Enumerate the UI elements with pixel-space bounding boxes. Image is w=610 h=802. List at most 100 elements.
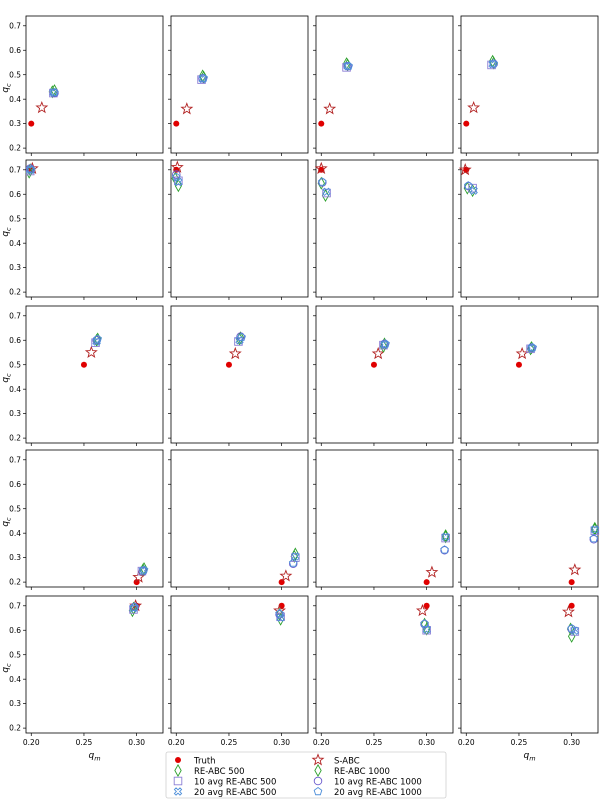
legend-marker-sabc <box>311 753 325 766</box>
legend-label: RE-ABC 500 <box>194 767 245 777</box>
y-tick-label: 0.5 <box>9 504 21 513</box>
y-tick-label: 0.6 <box>9 336 21 345</box>
point-truth <box>568 579 575 586</box>
y-tick-label: 0.7 <box>9 311 21 320</box>
point-avg20-500 <box>322 187 331 197</box>
legend-box <box>165 751 447 799</box>
legend-label: 20 avg RE-ABC 500 <box>194 788 276 798</box>
point-avg20-500 <box>469 186 478 195</box>
x-tick-label: 0.20 <box>458 738 475 747</box>
y-tick-label: 0.7 <box>9 455 21 464</box>
point-truth <box>568 602 575 609</box>
point-sabc <box>458 163 472 176</box>
legend-marker-avg20-1000 <box>313 786 323 796</box>
y-tick-label: 0.4 <box>9 95 21 104</box>
y-tick-label: 0.3 <box>9 409 21 418</box>
point-truth <box>370 361 377 368</box>
x-tick-label: 0.25 <box>221 738 238 747</box>
point-avg10-1000 <box>464 181 473 191</box>
point-avg20-500 <box>291 552 300 561</box>
point-avg20-1000 <box>26 165 36 174</box>
panel-frame <box>315 305 454 444</box>
y-tick-label: 0.4 <box>9 675 21 684</box>
y-tick-label: 0.7 <box>9 21 21 30</box>
legend-marker-re500 <box>174 763 182 778</box>
x-tick-label: 0.20 <box>168 738 185 747</box>
point-truth <box>463 120 470 127</box>
point-avg20-1000 <box>275 609 284 618</box>
point-avg20-1000 <box>464 181 473 190</box>
y-axis-label: qc <box>1 373 13 383</box>
panel-frame <box>315 595 454 734</box>
y-tick-label: 0.5 <box>9 70 21 79</box>
panel-r3-c1: 0.2 0.3 0.4 0.5 0.6 0.7 qc <box>1 305 164 446</box>
point-re500 <box>174 179 183 193</box>
point-avg10-1000 <box>318 178 327 187</box>
point-sabc <box>279 569 293 582</box>
point-truth <box>133 579 140 586</box>
x-tick-label: 0.20 <box>23 738 40 747</box>
point-avg10-500 <box>590 526 600 535</box>
point-sabc <box>562 605 575 618</box>
panel-frame <box>460 305 599 444</box>
panel-r2-c3 <box>313 159 454 300</box>
point-sabc <box>467 100 481 114</box>
panel-frame <box>460 15 599 154</box>
point-sabc <box>415 603 429 617</box>
panel-frame <box>25 15 164 154</box>
y-tick-label: 0.5 <box>9 650 21 659</box>
point-avg20-1000 <box>567 623 576 633</box>
x-tick-label: 0.30 <box>563 738 580 747</box>
y-tick-label: 0.2 <box>9 434 21 443</box>
point-avg10-1000 <box>25 164 35 173</box>
point-avg20-500 <box>276 613 285 622</box>
point-avg20-1000 <box>237 332 246 341</box>
point-sabc <box>371 346 385 360</box>
panel-frame <box>170 595 309 734</box>
x-axis-label: qm <box>523 751 535 763</box>
legend-marker-truth <box>175 757 181 763</box>
point-truth <box>423 602 430 609</box>
panel-r3-c4 <box>458 305 599 446</box>
y-axis-label: qc <box>1 517 13 527</box>
point-avg10-500 <box>441 533 450 543</box>
point-avg20-1000 <box>93 334 102 343</box>
legend-label: S-ABC <box>334 757 360 767</box>
panel-frame <box>170 15 309 154</box>
point-sabc <box>515 346 529 360</box>
y-tick-label: 0.7 <box>9 601 21 610</box>
y-tick-label: 0.2 <box>9 288 21 297</box>
legend-label: 20 avg RE-ABC 1000 <box>334 788 422 798</box>
panel-frame <box>170 305 309 444</box>
panel-r1-c1: 0.2 0.3 0.4 0.5 0.6 0.7 qc <box>1 15 164 156</box>
point-truth <box>318 166 325 173</box>
point-re500 <box>567 629 576 643</box>
point-avg20-1000 <box>130 602 139 611</box>
panel-r4-c4 <box>458 449 600 590</box>
point-avg10-1000 <box>527 343 536 352</box>
point-avg10-500 <box>291 553 300 562</box>
y-axis-label: qc <box>1 83 13 93</box>
point-avg10-1000 <box>589 535 599 544</box>
point-sabc <box>314 161 328 175</box>
point-truth <box>515 361 522 368</box>
point-truth <box>173 120 180 127</box>
point-sabc <box>170 160 184 173</box>
panel-r4-c2 <box>168 449 309 590</box>
point-truth <box>318 120 325 127</box>
panel-r2-c2 <box>168 159 309 300</box>
y-tick-label: 0.6 <box>9 46 21 55</box>
panel-frame <box>315 449 454 588</box>
panel-r1-c4 <box>458 15 599 156</box>
panel-frame <box>315 15 454 154</box>
panel-r3-c2 <box>168 305 309 446</box>
point-avg20-500 <box>422 625 431 634</box>
panel-grid: 0.2 0.3 0.4 0.5 0.6 0.7 qc 0.2 0.3 0.4 0.5 0.6 0.7 qc… <box>1 15 600 763</box>
point-avg20-1000 <box>288 558 298 567</box>
point-avg10-1000 <box>343 61 352 71</box>
point-avg20-1000 <box>489 59 498 68</box>
point-truth <box>28 120 35 127</box>
y-tick-label: 0.3 <box>9 699 21 708</box>
